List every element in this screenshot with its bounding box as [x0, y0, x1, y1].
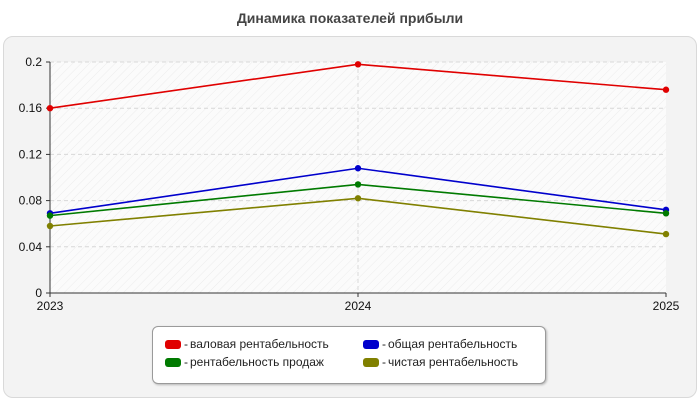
- data-point: [354, 195, 362, 202]
- x-tick-label: 2025: [653, 299, 680, 313]
- y-tick-label: 0.2: [25, 55, 42, 69]
- data-point: [662, 230, 670, 238]
- legend-dash: -: [382, 337, 386, 351]
- data-point: [354, 61, 362, 68]
- legend-label: чистая рентабельность: [388, 355, 519, 369]
- data-point: [46, 105, 54, 112]
- legend-dash: -: [184, 337, 188, 351]
- legend-label: общая рентабельность: [388, 337, 518, 351]
- y-tick-label: 0.08: [19, 194, 43, 208]
- data-point: [354, 181, 362, 188]
- y-tick-label: 0.16: [19, 101, 43, 115]
- legend-dash: -: [382, 355, 386, 369]
- series-lines: [46, 61, 670, 238]
- legend-item-gross: - валовая рентабельность: [165, 335, 329, 353]
- data-point: [46, 212, 54, 219]
- legend-item-net: - чистая рентабельность: [363, 353, 518, 371]
- legend-swatch: [363, 339, 379, 349]
- data-point: [46, 222, 54, 230]
- x-tick-label: 2023: [37, 299, 64, 313]
- legend-swatch: [363, 357, 379, 367]
- y-tick-label: 0.04: [19, 240, 43, 254]
- x-tick-label: 2024: [345, 299, 372, 313]
- legend: - валовая рентабельность - общая рентабе…: [152, 326, 546, 384]
- legend-label: рентабельность продаж: [190, 355, 324, 369]
- legend-swatch: [165, 339, 181, 349]
- data-point: [662, 86, 670, 93]
- y-tick-label: 0.12: [19, 147, 43, 161]
- legend-dash: -: [184, 355, 188, 369]
- axes: [46, 61, 667, 297]
- data-point: [662, 210, 670, 217]
- legend-swatch: [165, 357, 181, 367]
- legend-label: валовая рентабельность: [190, 337, 329, 351]
- legend-item-sales: - рентабельность продаж: [165, 353, 324, 371]
- legend-item-total: - общая рентабельность: [363, 335, 517, 353]
- chart-title: Динамика показателей прибыли: [236, 10, 464, 26]
- data-point: [354, 165, 362, 172]
- y-tick-label: 0: [35, 286, 42, 300]
- tick-labels: 0 0.04 0.08 0.12 0.16 0.2 2023 2024 2025: [19, 55, 680, 313]
